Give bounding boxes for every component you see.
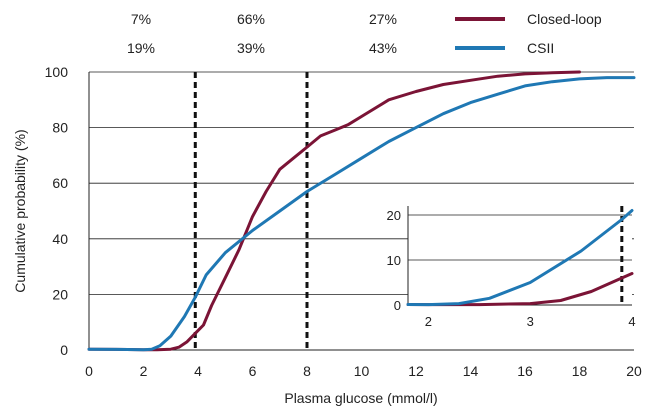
- x-axis-title: Plasma glucose (mmol/l): [284, 390, 437, 406]
- x-tick-label: 16: [517, 363, 533, 379]
- main-gridlines: [89, 71, 634, 295]
- legend-label-closed-loop: Closed-loop: [527, 11, 602, 27]
- y-axis-title: Cumulative probability (%): [12, 129, 28, 292]
- inset-y-tick-label: 10: [387, 253, 401, 268]
- closed-loop-pct-hyper: 27%: [369, 11, 397, 27]
- y-tick-label: 60: [52, 175, 68, 191]
- main-curves: [87, 70, 636, 352]
- inset-gridlines: [408, 214, 632, 261]
- csii-pct-hypo: 19%: [127, 40, 155, 56]
- x-tick-label: 12: [408, 363, 424, 379]
- inset-plot: 0 10 20 2 3 4: [387, 206, 636, 329]
- csii-pct-hyper: 43%: [369, 40, 397, 56]
- main-axes: [88, 72, 634, 351]
- x-tick-label: 14: [463, 363, 479, 379]
- closed-loop-pct-hypo: 7%: [131, 11, 151, 27]
- percentage-annotations: 7% 66% 27% 19% 39% 43%: [127, 11, 397, 56]
- inset-y-tick-label: 20: [387, 208, 401, 223]
- x-tick-label: 6: [249, 363, 257, 379]
- x-tick-label: 18: [572, 363, 588, 379]
- inset-tick-labels: 0 10 20 2 3 4: [387, 208, 636, 329]
- inset-background: [408, 206, 632, 305]
- x-tick-label: 2: [140, 363, 148, 379]
- x-tick-label: 0: [85, 363, 93, 379]
- inset-x-tick-label: 4: [628, 314, 635, 329]
- closed-loop-pct-target: 66%: [237, 11, 265, 27]
- inset-x-tick-label: 2: [425, 314, 432, 329]
- inset-x-tick-label: 3: [527, 314, 534, 329]
- main-threshold-lines: [193, 72, 309, 350]
- series-line-closed-loop: [87, 70, 581, 352]
- inset-series-line-csii: [406, 209, 634, 307]
- x-tick-label: 20: [626, 363, 642, 379]
- y-tick-label: 20: [52, 286, 68, 302]
- y-tick-label: 80: [52, 120, 68, 136]
- legend: Closed-loop CSII: [455, 11, 602, 56]
- x-tick-label: 10: [354, 363, 370, 379]
- legend-label-csii: CSII: [527, 40, 554, 56]
- x-tick-label: 8: [303, 363, 311, 379]
- inset-curves: [406, 209, 634, 307]
- y-tick-label: 0: [60, 342, 68, 358]
- y-tick-label: 100: [45, 64, 69, 80]
- series-line-csii: [87, 76, 636, 352]
- csii-pct-target: 39%: [237, 40, 265, 56]
- y-tick-label: 40: [52, 231, 68, 247]
- x-tick-label: 4: [194, 363, 202, 379]
- inset-y-tick-label: 0: [394, 298, 401, 313]
